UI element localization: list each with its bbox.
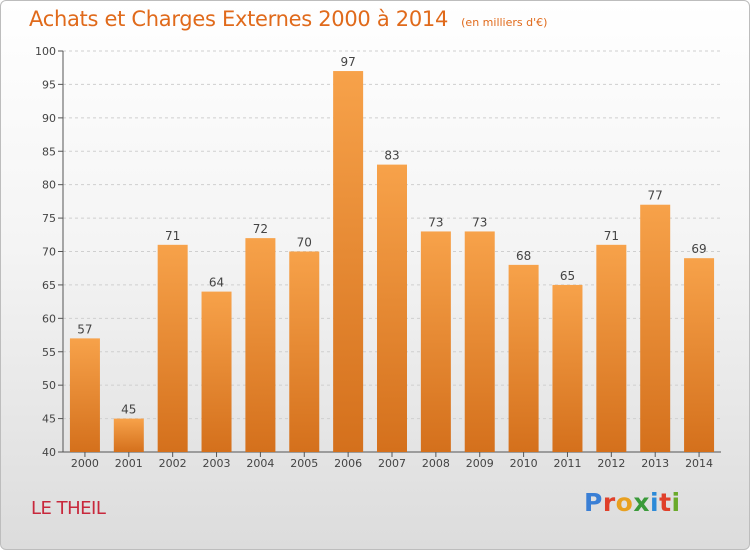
- logo-letter: i: [650, 488, 660, 517]
- y-tick-label: 100: [35, 45, 56, 58]
- bar-value-label: 77: [648, 189, 663, 203]
- x-tick-label: 2001: [115, 457, 143, 470]
- bar-value-label: 69: [691, 242, 706, 256]
- bars: [69, 71, 715, 453]
- bar-value-label: 71: [165, 229, 180, 243]
- logo-letter: i: [671, 488, 681, 517]
- bar-value-label: 57: [77, 322, 92, 336]
- bar-value-label: 64: [209, 276, 224, 290]
- x-tick-label: 2007: [378, 457, 406, 470]
- y-tick-label: 45: [42, 413, 56, 426]
- bar: [245, 238, 276, 452]
- chart-title-block: Achats et Charges Externes 2000 à 2014 (…: [29, 7, 547, 31]
- x-tick-label: 2014: [685, 457, 713, 470]
- x-tick-label: 2013: [641, 457, 669, 470]
- x-tick-label: 2006: [334, 457, 362, 470]
- y-tick-label: 50: [42, 379, 56, 392]
- logo-letter: o: [615, 488, 634, 517]
- x-tick-label: 2010: [510, 457, 538, 470]
- logo-letter: P: [584, 488, 603, 517]
- labels: 40 45 50 55 60 65 70 75 80 85 90 95 100 57 2000 45 2001 7…: [35, 45, 713, 470]
- bar: [289, 251, 320, 452]
- bar-value-label: 65: [560, 269, 575, 283]
- bar-value-label: 73: [428, 215, 443, 229]
- x-tick-label: 2011: [553, 457, 581, 470]
- bar: [464, 231, 495, 452]
- bar: [552, 284, 583, 452]
- y-tick-label: 95: [42, 78, 56, 91]
- y-tick-label: 75: [42, 212, 56, 225]
- x-tick-label: 2000: [71, 457, 99, 470]
- bar: [157, 244, 188, 452]
- y-tick-label: 40: [42, 446, 56, 459]
- bar: [201, 291, 232, 452]
- y-tick-label: 70: [42, 246, 56, 259]
- x-tick-label: 2012: [597, 457, 625, 470]
- y-tick-label: 55: [42, 346, 56, 359]
- bar: [508, 264, 539, 452]
- logo-letter: t: [659, 488, 672, 517]
- bar-value-label: 73: [472, 215, 487, 229]
- y-tick-label: 65: [42, 279, 56, 292]
- y-tick-label: 60: [42, 312, 56, 325]
- bar: [113, 418, 144, 452]
- logo-letter: r: [602, 488, 616, 517]
- x-tick-label: 2009: [466, 457, 494, 470]
- y-tick-label: 80: [42, 179, 56, 192]
- bar: [377, 164, 407, 452]
- x-tick-label: 2002: [159, 457, 187, 470]
- bar: [420, 231, 451, 452]
- proxiti-logo: Proxiti: [584, 488, 681, 517]
- location-label: LE THEIL: [31, 498, 106, 519]
- x-tick-label: 2003: [203, 457, 231, 470]
- bar-value-label: 72: [253, 222, 268, 236]
- bar: [333, 71, 364, 453]
- bar-value-label: 97: [340, 55, 355, 69]
- bar: [69, 338, 100, 452]
- chart-title: Achats et Charges Externes 2000 à 2014: [29, 7, 449, 31]
- bar-value-label: 68: [516, 249, 531, 263]
- bar-value-label: 70: [297, 236, 312, 250]
- bar: [596, 244, 627, 452]
- x-tick-label: 2008: [422, 457, 450, 470]
- bar: [684, 258, 715, 452]
- y-tick-label: 90: [42, 112, 56, 125]
- x-tick-label: 2004: [246, 457, 274, 470]
- x-tick-label: 2005: [290, 457, 318, 470]
- chart-subtitle: (en milliers d'€): [461, 16, 548, 29]
- logo-letter: x: [633, 488, 650, 517]
- bar-value-label: 45: [121, 403, 136, 417]
- y-tick-label: 85: [42, 145, 56, 158]
- bar-value-label: 83: [384, 149, 399, 163]
- bar: [640, 204, 671, 452]
- bar-value-label: 71: [604, 229, 619, 243]
